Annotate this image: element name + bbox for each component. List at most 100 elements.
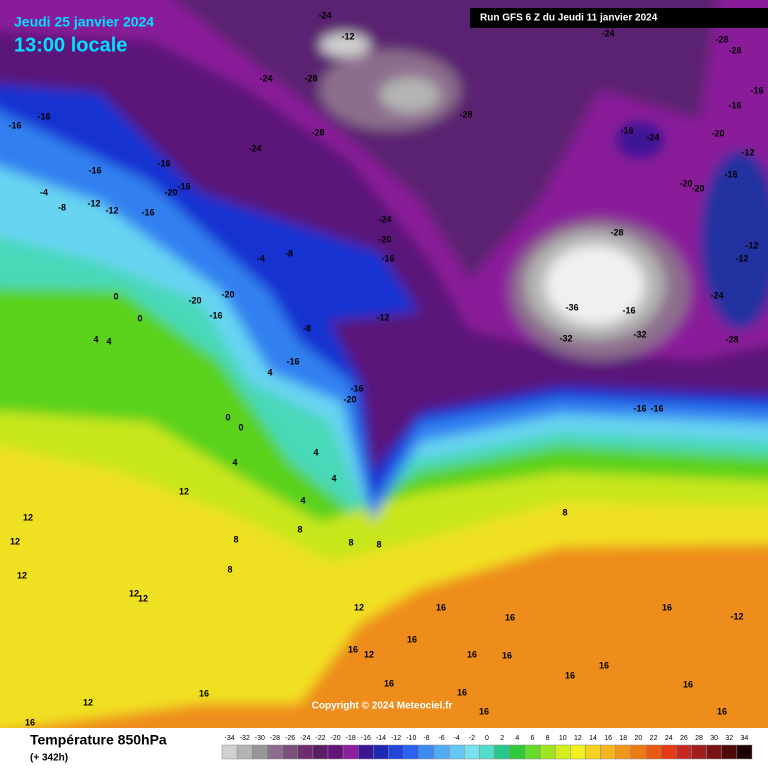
temperature-label: -20 <box>343 394 356 404</box>
temperature-label: 16 <box>565 670 575 680</box>
legend-tick-label: -10 <box>406 735 416 742</box>
temperature-label: -12 <box>745 240 758 250</box>
temperature-label: 16 <box>467 649 477 659</box>
legend-swatch <box>433 744 450 760</box>
legend-tick-label: -16 <box>361 735 371 742</box>
legend-swatch <box>585 744 601 760</box>
legend-swatch <box>252 744 268 760</box>
temperature-label: -16 <box>750 85 763 95</box>
temperature-label: -8 <box>285 248 293 258</box>
temperature-label: 12 <box>10 536 20 546</box>
temperature-label: -8 <box>58 202 66 212</box>
temperature-label: 4 <box>313 447 318 457</box>
temperature-label: -28 <box>459 109 472 119</box>
run-box <box>470 8 768 28</box>
legend-tick-label: 0 <box>485 735 489 742</box>
temperature-label: 16 <box>436 602 446 612</box>
temperature-label: -12 <box>87 198 100 208</box>
legend-swatch <box>524 744 541 760</box>
temperature-label: -24 <box>710 290 723 300</box>
temperature-label: -16 <box>650 403 663 413</box>
legend-swatch <box>267 744 283 760</box>
temperature-label: -16 <box>177 181 190 191</box>
legend-tick-label: 6 <box>530 735 534 742</box>
legend-tick-label: -14 <box>376 735 386 742</box>
temperature-label: 12 <box>179 486 189 496</box>
legend-tick-label: -22 <box>315 735 325 742</box>
temperature-label: -12 <box>105 205 118 215</box>
temperature-label: 16 <box>199 688 209 698</box>
legend-forecast: (+ 342h) <box>30 753 68 764</box>
temperature-label: -20 <box>711 128 724 138</box>
legend-swatch <box>342 744 359 760</box>
temperature-label: -20 <box>378 234 391 244</box>
legend-swatch <box>327 744 344 760</box>
legend-swatch <box>645 744 662 760</box>
legend-tick-label: -20 <box>331 735 341 742</box>
temperature-label: -28 <box>311 127 324 137</box>
legend-swatch <box>736 744 753 760</box>
temperature-label: 16 <box>348 644 358 654</box>
temperature-label: -16 <box>157 158 170 168</box>
legend-tick-label: 34 <box>741 735 749 742</box>
legend-tick-label: 28 <box>695 735 703 742</box>
legend-swatch <box>373 744 389 760</box>
legend-swatch <box>539 744 556 760</box>
temperature-label: -16 <box>8 120 21 130</box>
legend-tick-label: -34 <box>225 735 235 742</box>
temperature-label: 8 <box>227 564 232 574</box>
legend-tick-label: 16 <box>604 735 612 742</box>
run-info: Run GFS 6 Z du Jeudi 11 janvier 2024 <box>480 13 658 24</box>
temperature-label: 16 <box>662 602 672 612</box>
temperature-label: 0 <box>238 422 243 432</box>
temperature-label: -32 <box>633 329 646 339</box>
temperature-label: -12 <box>730 611 743 621</box>
temperature-label: 12 <box>129 588 139 598</box>
temperature-label: 16 <box>599 660 609 670</box>
legend-tick-label: 24 <box>665 735 673 742</box>
legend-tick-label: -18 <box>346 735 356 742</box>
legend-swatch <box>358 744 374 760</box>
temperature-label: 0 <box>113 291 118 301</box>
legend-swatch <box>509 744 526 760</box>
temperature-label: 16 <box>502 650 512 660</box>
temperature-label: -16 <box>620 125 633 135</box>
legend-tick-label: -2 <box>469 735 475 742</box>
temperature-label: -20 <box>164 187 177 197</box>
legend-swatch <box>297 744 314 760</box>
temperature-label: -4 <box>40 187 48 197</box>
temperature-label: 16 <box>25 717 35 727</box>
temperature-label: -28 <box>304 73 317 83</box>
legend-tick-label: 12 <box>574 735 582 742</box>
temperature-label: -24 <box>378 214 391 224</box>
temperature-label: -16 <box>622 305 635 315</box>
temperature-label: 16 <box>683 679 693 689</box>
temperature-label: -24 <box>248 143 261 153</box>
legend-swatch <box>236 744 253 760</box>
legend-swatch <box>403 744 420 760</box>
temperature-label: -28 <box>728 45 741 55</box>
temperature-label: -16 <box>209 310 222 320</box>
legend-swatch <box>554 744 571 760</box>
legend-swatch <box>630 744 647 760</box>
legend-swatch <box>660 744 677 760</box>
legend-tick-label: 14 <box>589 735 597 742</box>
temperature-label: 8 <box>376 539 381 549</box>
legend-tick-label: 30 <box>710 735 718 742</box>
legend-swatch <box>676 744 692 760</box>
legend-swatch <box>691 744 707 760</box>
temperature-label: -12 <box>376 312 389 322</box>
temperature-label: -20 <box>188 295 201 305</box>
legend-swatch <box>312 744 329 760</box>
legend-tick-label: -26 <box>285 735 295 742</box>
legend-tick-label: -32 <box>240 735 250 742</box>
temperature-label: 4 <box>232 457 237 467</box>
temperature-label: -8 <box>303 323 311 333</box>
temperature-label: -20 <box>679 178 692 188</box>
temperature-label: -4 <box>257 253 265 263</box>
temperature-label: 4 <box>93 334 98 344</box>
legend-tick-label: 10 <box>559 735 567 742</box>
legend-tick-label: -12 <box>391 735 401 742</box>
temperature-label: -24 <box>259 73 272 83</box>
